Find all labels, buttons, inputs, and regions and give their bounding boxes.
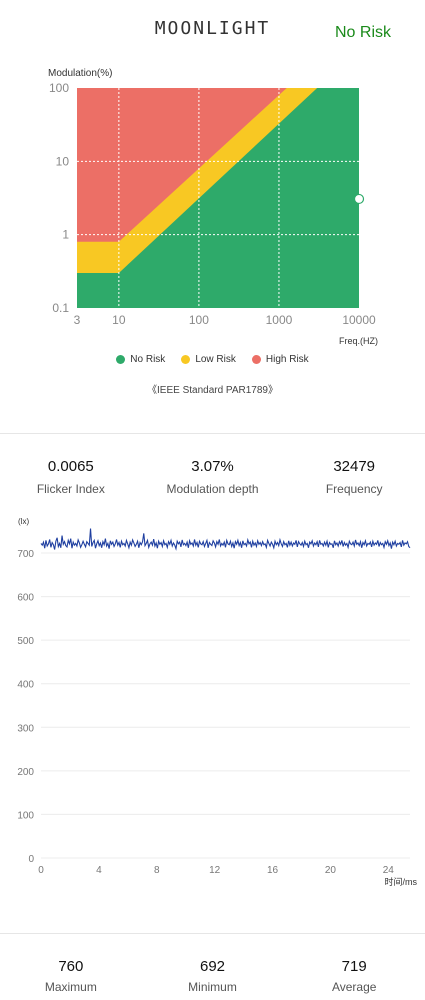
average-stat: 719 Average — [283, 958, 425, 994]
risk-legend: No Risk Low Risk High Risk — [0, 354, 425, 365]
wave-y-label: (lx) — [18, 517, 29, 526]
no-risk-zone — [77, 88, 359, 308]
wave-x-ticks: 0 4 8 12 16 20 24 — [38, 865, 394, 876]
legend-high-risk-label: High Risk — [265, 354, 309, 365]
wave-x-tick-label: 4 — [96, 865, 102, 876]
legend-no-risk-label: No Risk — [130, 354, 166, 365]
measurement-marker — [353, 193, 365, 205]
wave-x-tick-label: 16 — [267, 865, 279, 876]
flicker-index-label: Flicker Index — [36, 482, 105, 496]
risk-y-title: Modulation(%) — [48, 68, 112, 79]
minimum-stat: 692 Minimum — [142, 958, 284, 994]
wave-x-tick-label: 20 — [325, 865, 337, 876]
risk-x-tick-label: 1000 — [266, 313, 293, 327]
wave-y-tick-label: 200 — [17, 767, 34, 778]
illuminance-waveform-chart: (lx) 0 100 200 300 400 500 600 700 0 4 8 12 16 20 24 … — [0, 505, 425, 895]
legend-high-risk-dot — [251, 355, 261, 364]
average-value: 719 — [341, 958, 367, 975]
wave-y-tick-label: 300 — [17, 723, 34, 734]
maximum-value: 760 — [58, 958, 84, 975]
wave-y-tick-label: 400 — [17, 680, 34, 691]
modulation-depth-label: Modulation depth — [166, 482, 259, 496]
maximum-label: Maximum — [44, 980, 97, 994]
risk-x-tick-label: 10 — [112, 313, 126, 327]
wave-y-tick-label: 600 — [17, 593, 34, 604]
modulation-depth-metric: 3.07% Modulation depth — [142, 458, 284, 496]
risk-y-ticks: 100 10 1 0.1 — [49, 81, 69, 315]
risk-x-tick-label: 3 — [74, 313, 81, 327]
section-divider — [0, 433, 425, 434]
minimum-label: Minimum — [188, 980, 237, 994]
minimum-value: 692 — [199, 958, 226, 975]
wave-x-label: 时间/ms — [385, 876, 418, 887]
wave-y-tick-label: 0 — [28, 854, 34, 865]
legend-high-risk: High Risk — [251, 354, 309, 365]
risk-grid — [77, 88, 359, 308]
risk-x-title: Freq.(HZ) — [339, 336, 378, 346]
frequency-metric: 32479 Frequency — [283, 458, 425, 496]
risk-status: No Risk — [334, 24, 391, 41]
modulation-depth-value: 3.07% — [191, 458, 234, 475]
illuminance-series-line — [40, 528, 411, 551]
legend-low-risk-dot — [181, 355, 191, 364]
risk-x-tick-label: 100 — [189, 313, 209, 327]
flicker-index-value: 0.0065 — [47, 458, 94, 475]
wave-x-tick-label: 0 — [38, 865, 44, 876]
stats-row: 760 Maximum 692 Minimum 719 Average — [0, 958, 425, 994]
risk-chart: Modulation(%) 100 10 1 0.1 3 10 100 1000 10000 … — [0, 60, 425, 400]
wave-y-tick-label: 500 — [17, 636, 34, 647]
legend-no-risk: No Risk — [116, 354, 165, 365]
frequency-value: 32479 — [333, 458, 376, 475]
legend-no-risk-dot — [116, 355, 126, 364]
risk-x-tick-label: 10000 — [342, 313, 376, 327]
risk-y-tick-label: 1 — [62, 228, 69, 242]
standard-reference: 《IEEE Standard PAR1789》 — [147, 385, 278, 396]
header: MOONLIGHT No Risk — [0, 0, 425, 64]
legend-low-risk: Low Risk — [181, 354, 236, 365]
wave-x-tick-label: 12 — [209, 865, 221, 876]
metrics-row: 0.0065 Flicker Index 3.07% Modulation de… — [0, 458, 425, 496]
app-logo: MOONLIGHT — [154, 18, 271, 39]
maximum-stat: 760 Maximum — [0, 958, 142, 994]
risk-y-tick-label: 0.1 — [52, 301, 69, 315]
wave-y-tick-label: 700 — [17, 549, 34, 560]
risk-x-ticks: 3 10 100 1000 10000 — [74, 313, 376, 327]
average-label: Average — [331, 980, 377, 994]
risk-y-tick-label: 10 — [56, 154, 70, 168]
wave-y-tick-label: 100 — [17, 810, 34, 821]
flicker-index-metric: 0.0065 Flicker Index — [0, 458, 142, 496]
wave-grid — [41, 552, 410, 859]
legend-low-risk-label: Low Risk — [195, 354, 236, 365]
wave-y-ticks: 0 100 200 300 400 500 600 700 — [17, 549, 34, 865]
risk-y-tick-label: 100 — [49, 81, 69, 95]
wave-x-tick-label: 8 — [154, 865, 160, 876]
wave-x-tick-label: 24 — [383, 865, 395, 876]
section-divider — [0, 933, 425, 934]
frequency-label: Frequency — [325, 482, 383, 496]
